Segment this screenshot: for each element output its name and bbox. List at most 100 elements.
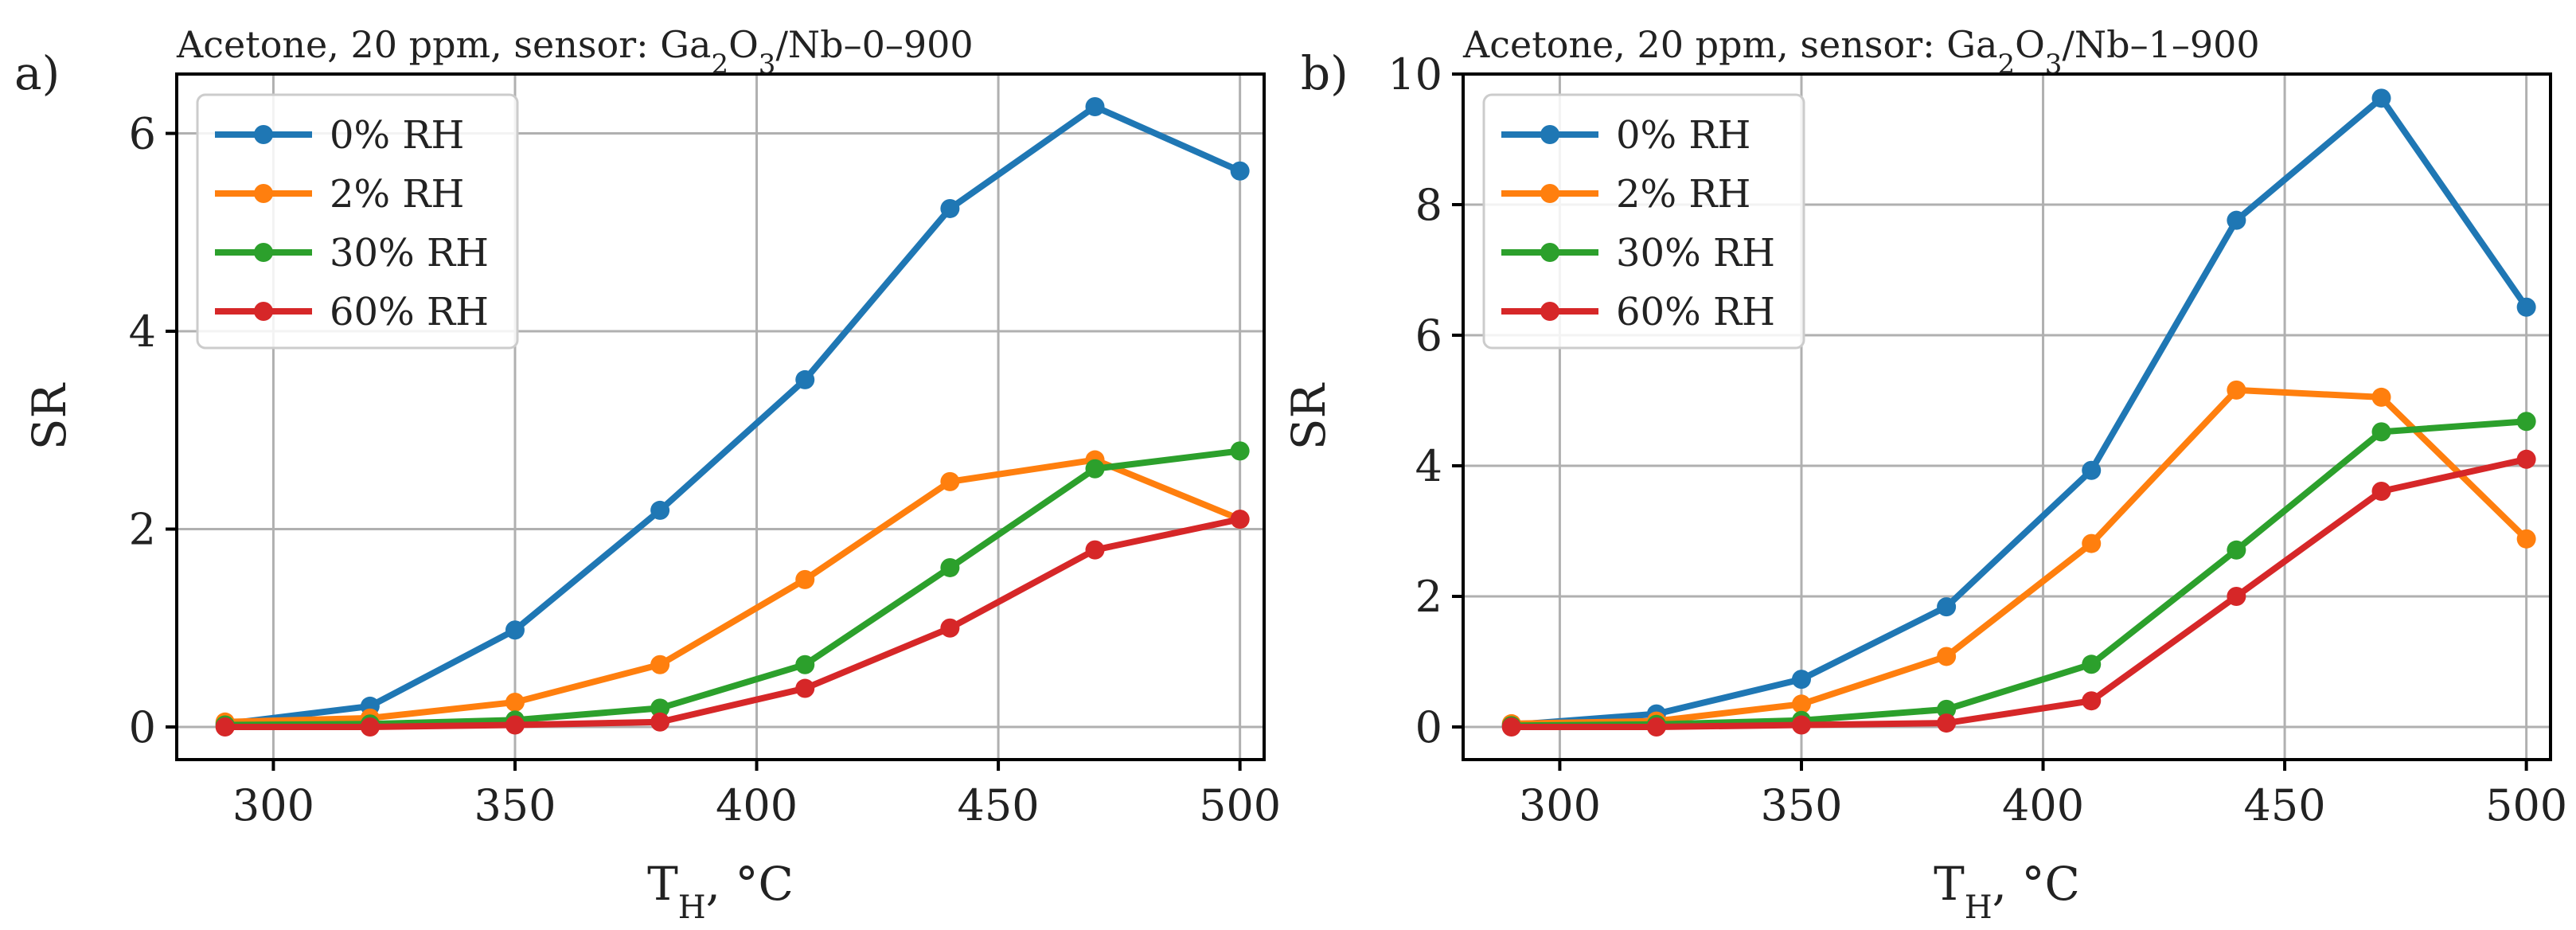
- x-label-text: , °C: [706, 857, 794, 911]
- panel-label: b): [1301, 46, 1348, 100]
- legend-marker: [254, 243, 273, 262]
- x-tick-label: 350: [1760, 780, 1842, 830]
- x-label-text: T: [647, 857, 678, 911]
- data-point: [650, 698, 670, 718]
- x-tick-label: 400: [2002, 780, 2084, 830]
- y-tick-label: 10: [1388, 49, 1442, 100]
- data-point: [2371, 481, 2391, 501]
- series-line-1: [1511, 95, 2529, 729]
- title-subscript: 3: [2045, 49, 2063, 80]
- legend-label: 30% RH: [1616, 231, 1775, 275]
- x-axis-label: TH, °C: [1934, 857, 2080, 926]
- legend-label: 0% RH: [330, 113, 464, 158]
- data-point: [2227, 380, 2246, 400]
- x-tick-label: 450: [2244, 780, 2326, 830]
- data-point: [1230, 510, 1250, 529]
- legend-marker: [254, 125, 273, 144]
- x-tick-label: 300: [1519, 780, 1601, 830]
- legend-label: 60% RH: [1616, 290, 1775, 334]
- y-tick-label: 2: [1415, 572, 1442, 622]
- data-point: [795, 369, 815, 389]
- legend-marker: [1540, 243, 1559, 262]
- data-point: [650, 500, 670, 520]
- data-point: [2516, 529, 2536, 549]
- data-point: [505, 692, 525, 712]
- title-subscript: 3: [759, 49, 776, 80]
- data-point: [1791, 670, 1811, 690]
- y-tick-label: 8: [1415, 180, 1442, 230]
- data-point: [1937, 597, 1957, 617]
- data-point: [2082, 655, 2102, 674]
- data-point: [1230, 441, 1250, 461]
- data-point: [1501, 717, 1521, 737]
- x-label-subscript: H: [678, 889, 706, 926]
- data-point: [650, 712, 670, 732]
- data-point: [650, 655, 670, 674]
- plot-frame: [175, 72, 1266, 761]
- legend-label: 2% RH: [330, 172, 464, 217]
- x-tick-label: 500: [1199, 780, 1281, 830]
- y-axis-label: SR: [22, 381, 76, 450]
- title-text: /Nb–1–900: [2062, 23, 2259, 66]
- plot-frame: [1462, 72, 2552, 761]
- data-point: [2516, 449, 2536, 469]
- legend-box: [1482, 93, 1805, 350]
- y-tick-label: 0: [1415, 702, 1442, 752]
- legend-label: 2% RH: [1616, 172, 1751, 217]
- data-point: [1937, 647, 1957, 666]
- data-point: [2371, 88, 2391, 108]
- data-point: [1791, 694, 1811, 714]
- data-point: [1230, 161, 1250, 181]
- title-text: O: [728, 23, 759, 66]
- data-point: [2371, 387, 2391, 407]
- series-line-2: [1511, 386, 2529, 727]
- data-point: [2371, 422, 2391, 442]
- y-tick-label: 6: [129, 109, 156, 159]
- x-tick-label: 300: [232, 780, 314, 830]
- title-text: Acetone, 20 ppm, sensor: Ga: [176, 23, 711, 66]
- data-point: [1085, 97, 1105, 116]
- x-tick-label: 450: [958, 780, 1040, 830]
- data-point: [795, 655, 815, 674]
- legend-marker: [1540, 302, 1559, 321]
- x-tick-label: 350: [474, 780, 556, 830]
- series-line-4: [1511, 455, 2527, 730]
- data-point: [215, 717, 235, 737]
- series-line-3: [224, 447, 1241, 729]
- data-point: [940, 198, 960, 218]
- legend-box: [196, 93, 519, 350]
- data-point: [2082, 691, 2102, 711]
- y-tick-label: 4: [1415, 441, 1442, 491]
- legend-marker: [254, 184, 273, 203]
- title-text: Acetone, 20 ppm, sensor: Ga: [1462, 23, 1997, 66]
- data-point: [505, 715, 525, 735]
- y-tick-label: 0: [129, 702, 156, 752]
- chart-panel-2: 300 350 400 450 500 0 2 4 6 8 10 Acetone, 20 ppm, s…: [1282, 23, 2567, 926]
- legend-label: 60% RH: [330, 290, 489, 334]
- data-point: [795, 678, 815, 698]
- data-point: [940, 471, 960, 491]
- data-point: [2227, 587, 2246, 606]
- data-point: [2227, 210, 2246, 230]
- legend-label: 0% RH: [1616, 113, 1751, 158]
- title-text: /Nb–0–900: [775, 23, 973, 66]
- chart-title: Acetone, 20 ppm, sensor: Ga2O3/Nb–0–900: [176, 23, 974, 80]
- data-point: [1937, 713, 1957, 733]
- data-point: [2516, 412, 2536, 432]
- legend: 0% RH 2% RH 30% RH 60% RH: [1482, 93, 1805, 350]
- legend-label: 30% RH: [330, 231, 489, 275]
- y-axis-label: SR: [1282, 381, 1336, 450]
- x-label-subscript: H: [1965, 889, 1992, 926]
- x-tick-label: 400: [716, 780, 798, 830]
- data-point: [940, 618, 960, 638]
- data-point: [505, 620, 525, 640]
- series-line-3: [1511, 418, 2527, 729]
- x-tick-label: 500: [2485, 780, 2567, 830]
- legend-marker: [1540, 125, 1559, 144]
- chart-panel-1: 300 350 400 450 500 0 2 4 6 Acetone, 20 ppm, sens…: [14, 23, 1281, 926]
- data-point: [795, 569, 815, 589]
- series-line-2: [224, 456, 1242, 725]
- y-tick-label: 2: [129, 505, 156, 555]
- y-tick-label: 4: [129, 307, 156, 357]
